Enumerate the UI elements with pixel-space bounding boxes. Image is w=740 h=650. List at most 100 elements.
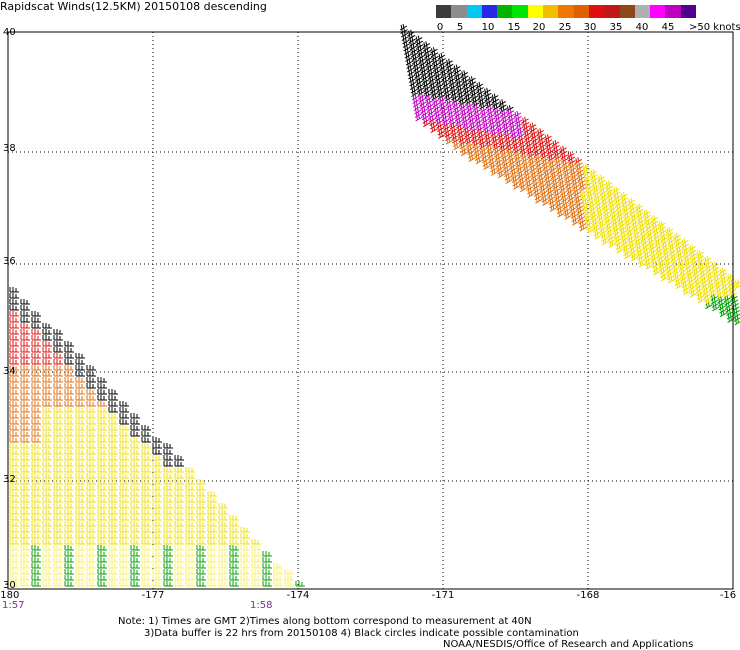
wind-barb (108, 539, 118, 545)
wind-barb (9, 377, 19, 383)
wind-barb (174, 527, 184, 533)
legend-label: 25 (558, 22, 572, 33)
wind-barb (185, 533, 195, 539)
wind-barb (601, 238, 610, 246)
wind-barb (119, 461, 129, 467)
wind-barb (42, 383, 52, 389)
wind-barb (229, 551, 239, 557)
wind-barb (42, 341, 52, 347)
wind-barb (174, 461, 184, 467)
wind-barb (108, 389, 118, 395)
wind-barb (42, 425, 52, 431)
wind-barb (141, 473, 151, 479)
wind-barb (75, 407, 85, 413)
wind-barb (119, 503, 129, 509)
wind-barb (75, 431, 85, 437)
wind-barb (31, 503, 41, 509)
wind-barb (273, 569, 283, 575)
wind-barb (262, 581, 272, 587)
legend-swatch (466, 5, 483, 18)
wind-barb (9, 347, 19, 353)
wind-barb (53, 329, 63, 335)
wind-barb (185, 569, 195, 575)
wind-barb (108, 419, 118, 425)
wind-barb (97, 479, 107, 485)
wind-barb (31, 359, 41, 365)
wind-barb (20, 581, 30, 587)
wind-barb (475, 157, 484, 165)
wind-barb (196, 509, 206, 515)
wind-barb (31, 317, 41, 323)
wind-barb (9, 311, 19, 317)
wind-barb (251, 557, 261, 563)
wind-barb (20, 485, 30, 491)
wind-barb (31, 539, 41, 545)
wind-barb (141, 431, 151, 437)
wind-barb (42, 419, 52, 425)
wind-barb (20, 461, 30, 467)
wind-barb (97, 473, 107, 479)
wind-barb (31, 371, 41, 377)
wind-barb (174, 473, 184, 479)
wind-barb (734, 282, 740, 290)
legend-swatch (558, 5, 575, 18)
wind-barb (20, 383, 30, 389)
wind-barb (207, 521, 217, 527)
wind-barb (9, 521, 19, 527)
wind-barb (42, 527, 52, 533)
wind-barb (20, 413, 30, 419)
wind-barb (75, 443, 85, 449)
wind-barb (20, 509, 30, 515)
wind-barb (130, 437, 140, 443)
wind-barb (174, 539, 184, 545)
wind-barb (86, 497, 96, 503)
wind-barb (64, 347, 74, 353)
wind-barb (240, 575, 250, 581)
wind-barb (20, 437, 30, 443)
wind-barb (75, 461, 85, 467)
wind-barb (31, 311, 41, 317)
wind-barb (42, 329, 52, 335)
wind-barb (130, 545, 140, 551)
wind-barb (9, 515, 19, 521)
wind-barb (53, 497, 63, 503)
note-line: 3)Data buffer is 22 hrs from 20150108 4)… (144, 628, 579, 639)
wind-barb (130, 557, 140, 563)
y-tick-label: 34 (3, 366, 16, 377)
wind-barb (31, 557, 41, 563)
wind-barb (9, 569, 19, 575)
wind-barb (240, 563, 250, 569)
wind-barb (64, 395, 74, 401)
legend-label: 0 (436, 22, 444, 33)
wind-barb (42, 323, 52, 329)
wind-barb (86, 491, 96, 497)
wind-barb (438, 132, 446, 139)
wind-barb (645, 263, 654, 270)
wind-barb (31, 395, 41, 401)
wind-barb (273, 575, 283, 581)
wind-barb (42, 443, 52, 449)
wind-barb (185, 473, 195, 479)
wind-barb (185, 575, 195, 581)
wind-barb (152, 539, 162, 545)
wind-barb (163, 467, 173, 473)
wind-barb (163, 521, 173, 527)
wind-barb (53, 407, 63, 413)
wind-barb (108, 395, 118, 401)
wind-barb (152, 443, 162, 449)
wind-barb (42, 563, 52, 569)
legend-swatch (604, 5, 621, 18)
wind-barb (119, 449, 129, 455)
wind-barb (163, 557, 173, 563)
wind-barb (445, 138, 454, 145)
wind-barb (229, 569, 239, 575)
legend-label: 45 (661, 22, 675, 33)
wind-barb (196, 491, 206, 497)
wind-barb (20, 473, 30, 479)
wind-barb (75, 473, 85, 479)
wind-barb (119, 407, 129, 413)
wind-barb (31, 383, 41, 389)
wind-barb (152, 449, 162, 455)
wind-barb (185, 503, 195, 509)
wind-barb (141, 455, 151, 461)
